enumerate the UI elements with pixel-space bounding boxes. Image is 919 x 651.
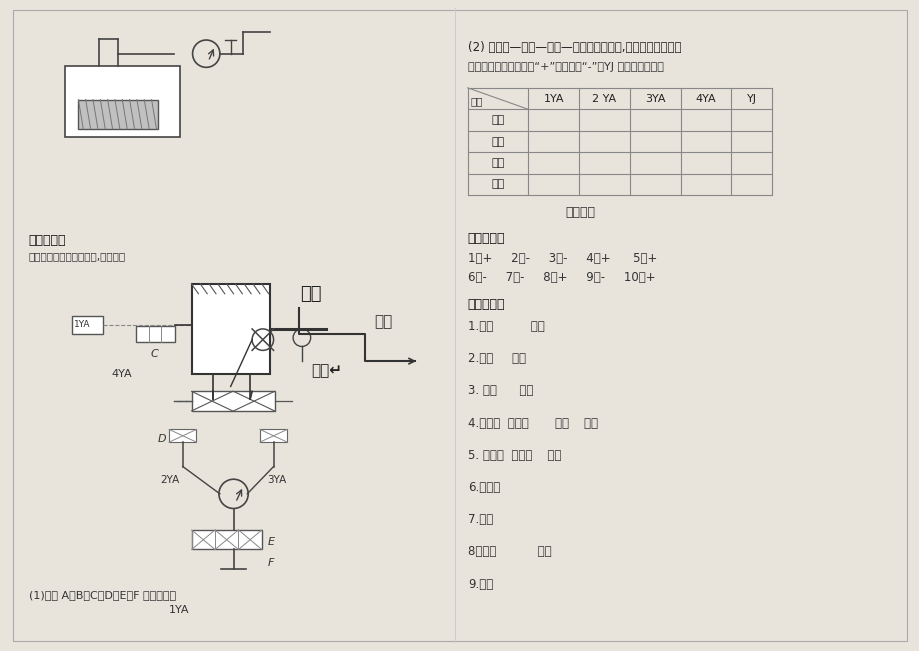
Text: 9.质量: 9.质量 — [467, 577, 493, 590]
Text: 动作: 动作 — [471, 96, 482, 106]
Text: F: F — [267, 558, 274, 568]
Text: 分析下述液压系统原理图,回答问题: 分析下述液压系统原理图,回答问题 — [28, 252, 126, 262]
Text: 一、判断题: 一、判断题 — [467, 232, 505, 245]
Text: YJ: YJ — [746, 94, 756, 104]
Text: (1)写出 A、B、C、D、E、F 元件的名称: (1)写出 A、B、C、D、E、F 元件的名称 — [28, 590, 176, 600]
Text: E: E — [267, 536, 275, 547]
Text: 1YA: 1YA — [169, 605, 189, 615]
Bar — [72, 316, 103, 334]
Text: 3YA: 3YA — [267, 475, 286, 485]
Text: 1YA: 1YA — [543, 94, 563, 104]
Bar — [260, 430, 287, 442]
Text: C: C — [151, 349, 158, 359]
Text: 6．-     7．-     8．+     9．-     10．+: 6．- 7．- 8．+ 9．- 10．+ — [467, 271, 654, 284]
Text: 二、填空题: 二、填空题 — [467, 298, 505, 311]
Text: D: D — [157, 434, 166, 444]
Text: 6.单向阀: 6.单向阀 — [467, 481, 500, 494]
Bar — [191, 284, 269, 374]
Text: 2YA: 2YA — [160, 475, 179, 485]
Text: 快进: 快进 — [491, 115, 505, 125]
Bar — [169, 430, 197, 442]
Text: 1.流量          负载: 1.流量 负载 — [467, 320, 544, 333]
Text: 8．等容           绝热: 8．等容 绝热 — [467, 546, 550, 559]
Text: 快退: 快退 — [491, 158, 505, 168]
Text: 7.溢流: 7.溢流 — [467, 513, 493, 526]
Text: 电磁鐵动作表（通电用“+”，断电用“-”，YJ 为压力继电器）: 电磁鐵动作表（通电用“+”，断电用“-”，YJ 为压力继电器） — [467, 62, 663, 72]
Text: 4YA: 4YA — [695, 94, 716, 104]
Bar — [191, 391, 274, 411]
Text: 3. 实际      理论: 3. 实际 理论 — [467, 384, 533, 397]
Text: 1．+     2．-     3．-     4．+      5．+: 1．+ 2．- 3．- 4．+ 5．+ — [467, 251, 656, 264]
Bar — [191, 530, 262, 549]
Text: 六、综合题: 六、综合题 — [28, 234, 66, 247]
Text: 2 YA: 2 YA — [592, 94, 616, 104]
Text: 快退↵: 快退↵ — [312, 363, 342, 378]
Text: 原位: 原位 — [491, 180, 505, 189]
Text: 1YA: 1YA — [74, 320, 90, 329]
Text: 快进: 快进 — [300, 284, 321, 303]
Bar — [64, 66, 180, 137]
Text: 参考答案: 参考答案 — [564, 206, 595, 219]
Text: 工进: 工进 — [374, 314, 391, 329]
Text: 4YA: 4YA — [111, 368, 132, 379]
Text: 工进: 工进 — [491, 137, 505, 146]
Bar — [136, 326, 175, 342]
Text: 5. 弹簧力  液压力    低压: 5. 弹簧力 液压力 低压 — [467, 449, 561, 462]
Bar — [78, 100, 158, 129]
Text: 2.沿程     局部: 2.沿程 局部 — [467, 352, 526, 365]
Text: (2) 按快进—工进—快退—原位的动作循环,给出电磁鐵动作表: (2) 按快进—工进—快退—原位的动作循环,给出电磁鐵动作表 — [467, 41, 681, 54]
Text: 3YA: 3YA — [644, 94, 664, 104]
Text: 4.液压能  机械能       转速    转矩: 4.液压能 机械能 转速 转矩 — [467, 417, 597, 430]
